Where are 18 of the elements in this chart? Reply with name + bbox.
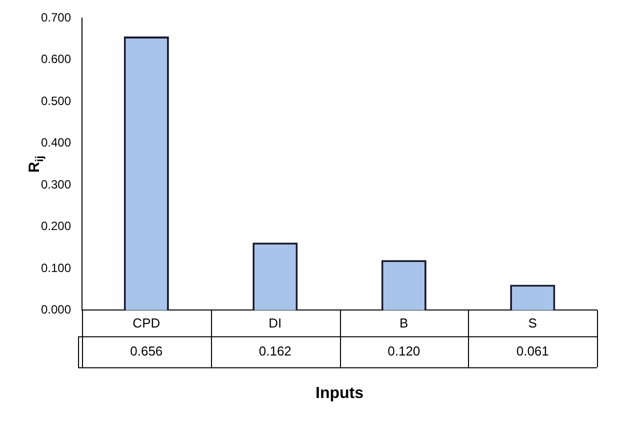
y-tick-label: 0.500 [41,94,72,108]
y-tick-label: 0.400 [41,136,72,150]
y-tick-label: 0.100 [41,260,72,275]
x-axis-title: Inputs [316,384,364,402]
y-tick-label: 0.700 [41,10,72,25]
x-tick-label: S [528,316,538,331]
data-label: 0.162 [258,343,292,358]
x-tick-label: B [400,316,408,331]
y-tick-label: 0.600 [41,52,72,66]
x-tick-label: DI [268,316,282,331]
data-label: 0.120 [388,343,420,358]
x-tick-label: CPD [132,316,160,331]
y-tick-label: 0.200 [41,219,72,234]
y-tick-label: 0.000 [41,302,72,317]
y-tick-label: 0.300 [41,177,72,192]
data-label: 0.656 [130,343,163,358]
data-label: 0.061 [516,343,549,358]
y-axis-title: Rij [26,156,46,173]
